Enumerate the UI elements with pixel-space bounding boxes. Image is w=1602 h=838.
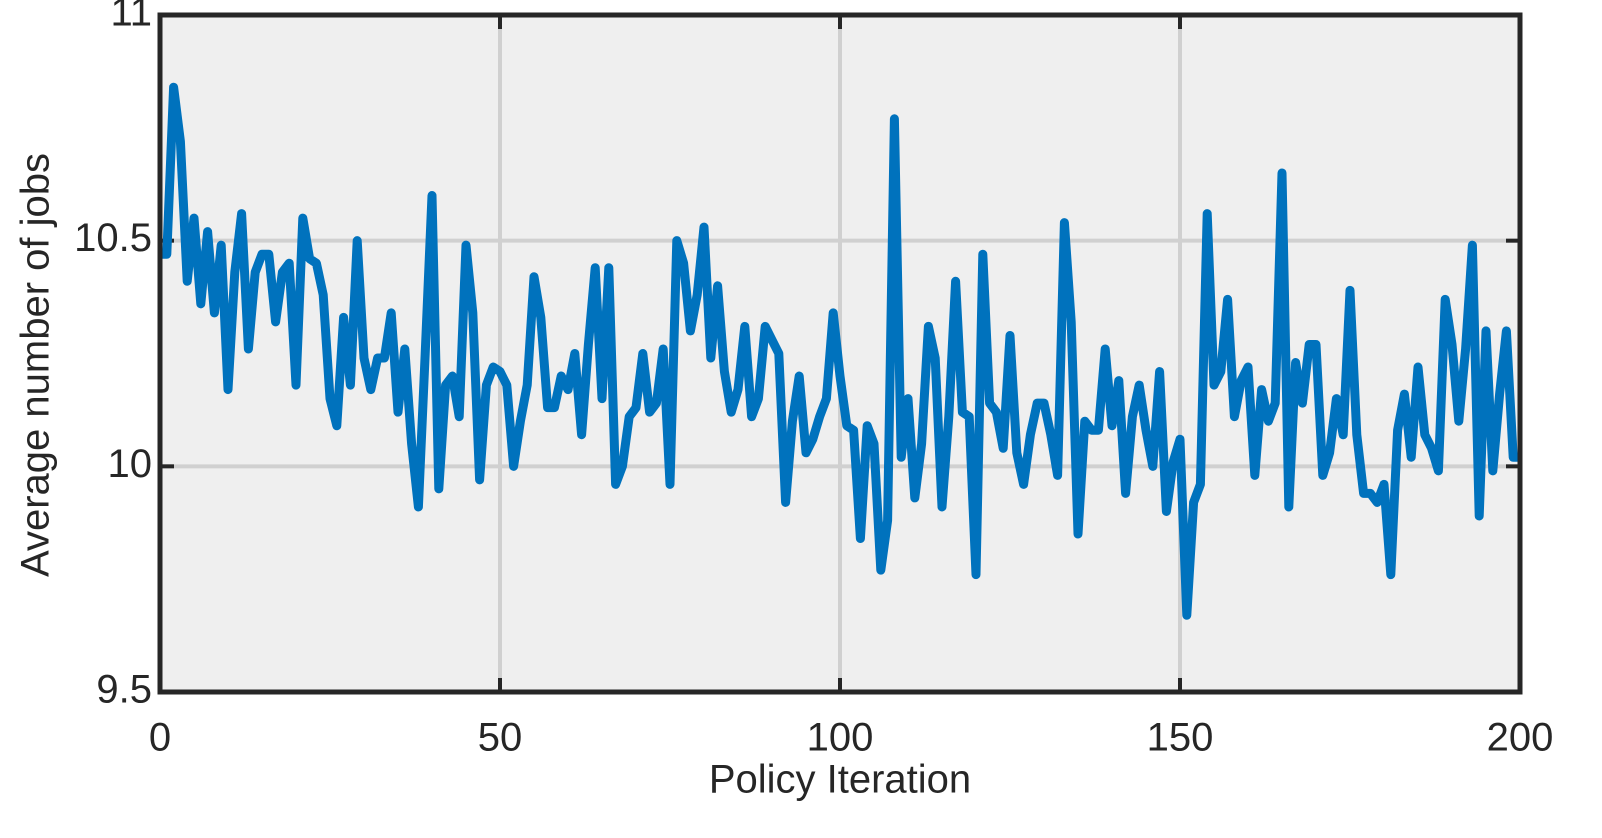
x-tick-label: 150 xyxy=(1147,716,1214,760)
y-tick-label: 10 xyxy=(108,442,153,486)
x-tick-label: 50 xyxy=(478,716,523,760)
data-line xyxy=(160,82,1520,620)
y-axis-label: Average number of jobs xyxy=(14,153,58,577)
y-tick-label: 11 xyxy=(110,0,152,35)
y-tick-label: 9.5 xyxy=(96,668,152,712)
plot-frame xyxy=(157,12,1523,695)
y-tick-label: 10.5 xyxy=(74,216,152,260)
x-tick-label: 100 xyxy=(807,716,874,760)
x-tick-label: 200 xyxy=(1487,716,1554,760)
x-tick-label: 0 xyxy=(149,716,171,760)
x-axis-label: Policy Iteration xyxy=(709,758,971,802)
